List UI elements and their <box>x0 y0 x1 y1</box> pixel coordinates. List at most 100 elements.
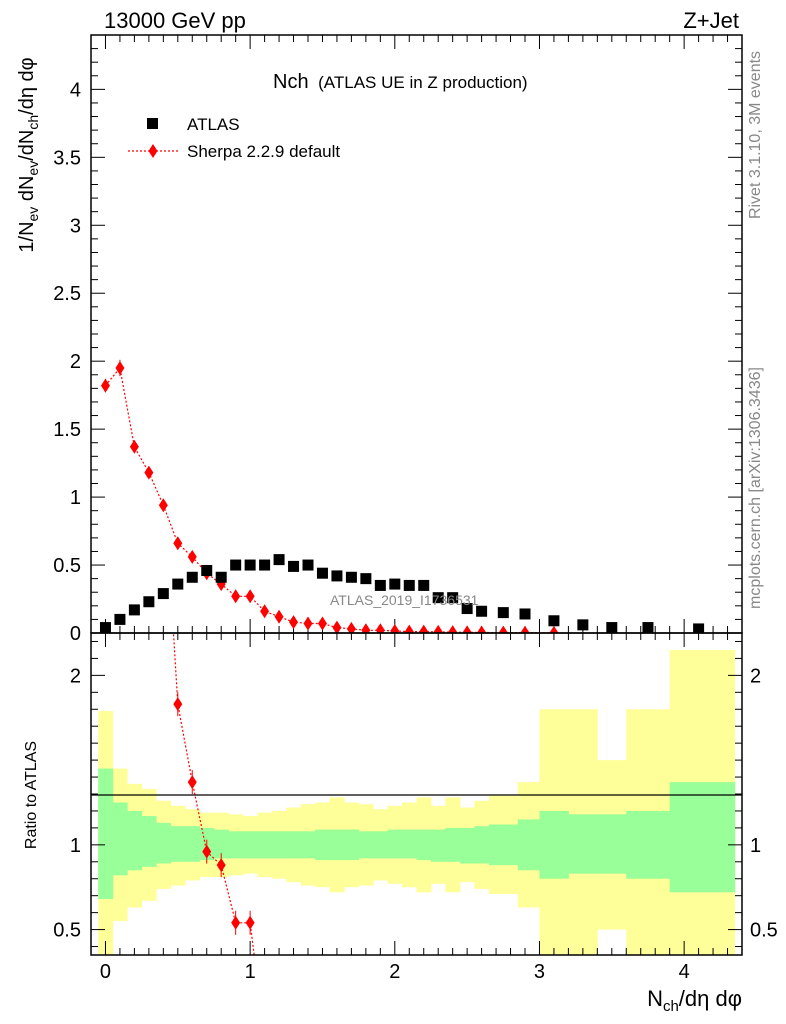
band-inner-bin <box>517 819 540 871</box>
atlas-point <box>259 559 271 571</box>
sherpa-point <box>173 536 183 551</box>
band-inner-bin <box>358 831 374 859</box>
ratio-xtick-label: 4 <box>679 961 690 983</box>
atlas-point <box>403 579 415 591</box>
sherpa-point <box>100 378 110 393</box>
atlas-point <box>230 559 242 571</box>
band-inner-bin <box>669 782 736 893</box>
atlas-point <box>577 619 589 631</box>
ratio-xlabel: Nch/dη dφ <box>647 986 742 1015</box>
atlas-point <box>642 622 654 633</box>
ratio-ytick-label-left: 2 <box>70 665 81 687</box>
band-inner-bin <box>271 831 287 859</box>
sherpa-ratio-point <box>245 915 255 930</box>
band-inner-bin <box>185 826 200 862</box>
sherpa-ratio-series <box>172 633 255 955</box>
sherpa-point <box>549 625 559 633</box>
ratio-yaxis-ticks <box>91 640 742 948</box>
band-inner-bin <box>141 816 157 867</box>
band-inner-bin <box>228 831 244 859</box>
band-inner-bin <box>242 831 258 859</box>
band-inner-bin <box>488 824 519 866</box>
uncertainty-band-inner <box>98 768 736 900</box>
main-ytick-label: 3.5 <box>53 147 81 169</box>
plot-title: Nch (ATLAS UE in Z production) <box>273 71 528 93</box>
atlas-point <box>693 623 705 633</box>
atlas-point <box>186 571 198 583</box>
main-ytick-label: 0.5 <box>53 555 81 577</box>
legend-sherpa-label: Sherpa 2.2.9 default <box>187 142 340 161</box>
sherpa-point <box>448 625 458 633</box>
band-inner-bin <box>568 814 598 874</box>
sherpa-point <box>231 589 241 604</box>
sherpa-point <box>498 625 508 633</box>
atlas-point <box>114 613 126 625</box>
legend: ATLAS Sherpa 2.2.9 default <box>128 115 340 161</box>
process-label: Z+Jet <box>683 8 739 33</box>
atlas-point <box>476 605 488 617</box>
band-inner-bin <box>329 829 345 861</box>
ratio-ytick-label-right: 0.5 <box>750 920 778 942</box>
sherpa-point <box>361 623 371 633</box>
sherpa-point <box>520 625 530 633</box>
ratio-ytick-label-left: 1 <box>70 835 81 857</box>
atlas-point <box>128 604 140 616</box>
atlas-point <box>432 592 444 604</box>
main-ylabel: 1/Nev dNev/dNch/dη dφ <box>16 57 41 252</box>
band-inner-bin <box>170 826 186 862</box>
atlas-point <box>447 592 459 604</box>
band-inner-bin <box>445 827 461 862</box>
analysis-watermark: ATLAS_2019_I1736531 <box>330 592 479 608</box>
main-ytick-label: 0 <box>70 623 81 645</box>
atlas-point <box>389 578 401 590</box>
atlas-point <box>99 622 111 633</box>
main-ytick-label: 1.5 <box>53 419 81 441</box>
uncertainty-band-outer <box>98 649 736 955</box>
legend-atlas-label: ATLAS <box>187 115 240 134</box>
atlas-point <box>288 560 300 572</box>
atlas-point <box>606 622 618 633</box>
band-inner-bin <box>300 831 316 859</box>
ratio-xtick-label: 2 <box>389 961 400 983</box>
sherpa-ratio-point <box>231 915 241 930</box>
atlas-point <box>497 607 509 619</box>
sherpa-point <box>187 549 197 564</box>
atlas-point <box>215 571 227 583</box>
atlas-point <box>316 567 328 579</box>
sherpa-ratio-point <box>202 844 212 859</box>
ratio-xtick-label: 0 <box>100 961 111 983</box>
atlas-point <box>519 608 531 620</box>
main-yaxis-labels: 0 0.5 1 1.5 2 2.5 3 3.5 4 <box>53 79 81 645</box>
atlas-point <box>461 603 473 615</box>
band-inner-bin <box>387 829 403 859</box>
sherpa-ratio-point <box>216 858 226 873</box>
band-inner-bin <box>257 831 273 859</box>
band-inner-bin <box>156 822 172 864</box>
band-inner-bin <box>430 829 446 862</box>
band-inner-bin <box>315 829 331 861</box>
ratio-yaxis-labels: 0.5 0.5 1 1 2 2 <box>53 665 778 941</box>
atlas-point <box>418 579 430 591</box>
atlas-point <box>548 615 560 627</box>
sherpa-point <box>404 624 414 633</box>
ratio-ytick-label-right: 1 <box>750 835 761 857</box>
sherpa-point <box>245 589 255 604</box>
band-inner-bin <box>213 829 229 859</box>
sherpa-point <box>433 624 443 633</box>
mcplots-label: mcplots.cern.ch [arXiv:1306.3436] <box>747 367 764 609</box>
rivet-label: Rivet 3.1.10, 3M events <box>747 51 764 219</box>
sherpa-ratio-point <box>187 775 197 790</box>
ratio-panel: 0.5 0.5 1 1 2 2 0 1 2 3 4 Ratio to ATLAS Nch/dη d… <box>23 632 778 1015</box>
legend-atlas-marker <box>147 118 158 129</box>
sherpa-point <box>260 604 270 619</box>
atlas-point <box>374 579 386 591</box>
sherpa-point <box>303 616 313 631</box>
sherpa-point <box>317 616 327 631</box>
ratio-ytick-label-right: 2 <box>750 665 761 687</box>
band-inner-bin <box>539 810 569 879</box>
atlas-point <box>331 570 343 582</box>
band-inner-bin <box>597 814 627 874</box>
band-inner-bin <box>98 768 114 900</box>
band-inner-bin <box>474 826 490 864</box>
